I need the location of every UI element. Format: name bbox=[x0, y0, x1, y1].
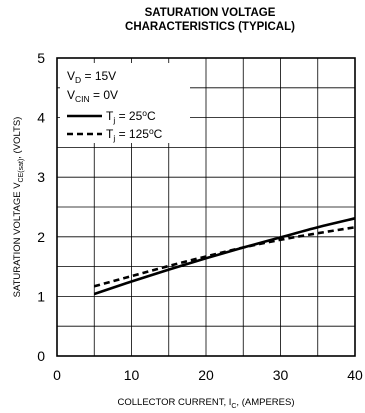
x-axis-label: COLLECTOR CURRENT, IC, (AMPERES) bbox=[118, 397, 295, 410]
y-tick-label: 2 bbox=[37, 229, 45, 245]
y-tick-label: 3 bbox=[37, 169, 45, 185]
x-tick-label: 30 bbox=[273, 367, 289, 383]
y-axis-label: SATURATION VOLTAGE VCE(sat), (VOLTS) bbox=[12, 117, 25, 298]
y-axis-ticks: 0 1 2 3 4 5 bbox=[37, 50, 45, 364]
x-tick-label: 40 bbox=[347, 367, 363, 383]
legend-label-125c: Tj = 125oC bbox=[106, 126, 163, 143]
x-axis-ticks: 0 10 20 30 40 bbox=[53, 367, 363, 383]
x-tick-label: 20 bbox=[198, 367, 214, 383]
x-tick-label: 10 bbox=[124, 367, 140, 383]
series-layer bbox=[93, 217, 356, 296]
condition-vcin: VCIN = 0V bbox=[67, 88, 118, 104]
chart-title-line2: CHARACTERISTICS (TYPICAL) bbox=[125, 21, 295, 33]
plot-frame bbox=[56, 57, 356, 357]
grid-lines bbox=[57, 58, 355, 356]
chart-title-line1: SATURATION VOLTAGE bbox=[145, 7, 276, 19]
series-line-tj-125c bbox=[93, 225, 356, 288]
condition-vd: VD = 15V bbox=[67, 69, 116, 85]
legend-background bbox=[60, 63, 190, 143]
legend: VD = 15V VCIN = 0V Tj = 25oC Tj = 125oC bbox=[60, 63, 190, 143]
y-tick-label: 1 bbox=[37, 288, 45, 304]
legend-label-25c: Tj = 25oC bbox=[106, 108, 156, 125]
y-tick-label: 4 bbox=[37, 110, 45, 126]
series-line-tj-25c bbox=[93, 217, 356, 296]
x-tick-label: 0 bbox=[53, 367, 61, 383]
y-tick-label: 5 bbox=[37, 50, 45, 66]
y-tick-label: 0 bbox=[37, 348, 45, 364]
